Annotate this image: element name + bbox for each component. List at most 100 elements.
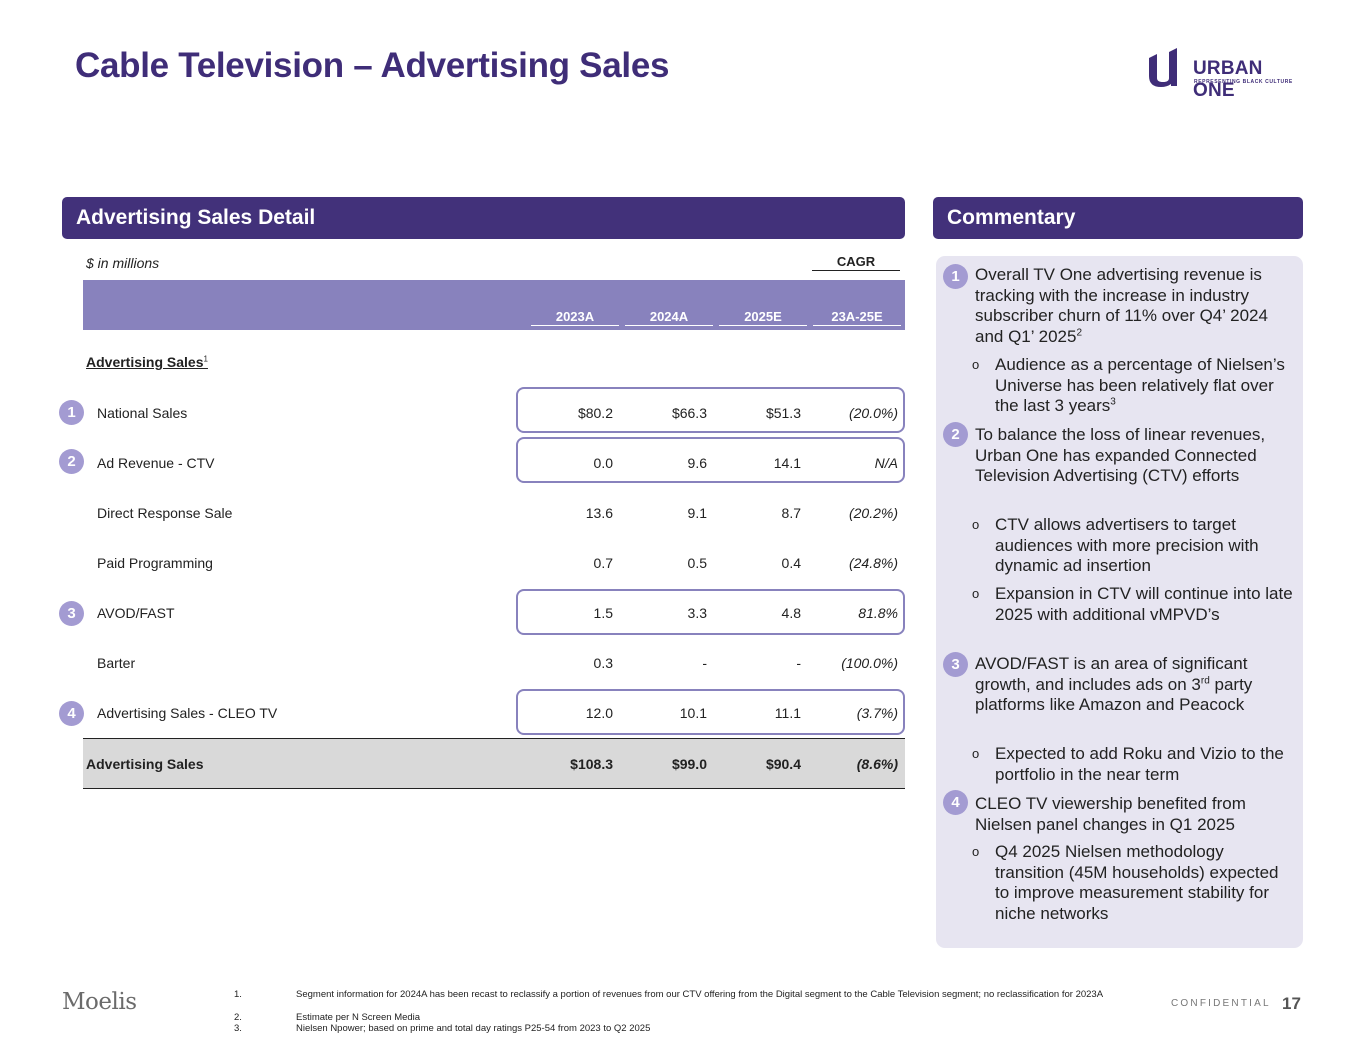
- cell-value: 9.1: [687, 505, 707, 521]
- highlight-box-national-sales: [516, 387, 905, 433]
- bullet-icon: o: [972, 586, 980, 601]
- cell-value: 0.0: [593, 455, 613, 471]
- commentary-subitem: o CTV allows advertisers to target audien…: [972, 515, 1259, 576]
- urban-one-logo: URBAN ONE REPRESENTING BLACK CULTURE: [1147, 48, 1307, 101]
- footnote-ref: 2: [1076, 327, 1083, 339]
- footnote-ref: 1: [203, 354, 208, 364]
- footnote-text: Nielsen Npower; based on prime and total…: [296, 1023, 651, 1034]
- column-header-band: [83, 280, 905, 330]
- page-number: 17: [1282, 994, 1301, 1013]
- cell-value: 13.6: [585, 505, 613, 521]
- moelis-logo: Moelis: [62, 989, 137, 1015]
- highlight-box-ctv: [516, 437, 905, 483]
- commentary-item: AVOD/FAST is an area of significant grow…: [975, 654, 1253, 715]
- total-value: $108.3: [570, 756, 613, 772]
- cell-value: 8.7: [781, 505, 801, 521]
- cell-value: 3.3: [687, 605, 707, 621]
- commentary-badge: 4: [943, 790, 968, 815]
- column-header-2024a: 2024A: [625, 309, 713, 326]
- row-label: Direct Response Sale: [97, 505, 233, 521]
- row-badge: 1: [59, 400, 84, 425]
- commentary-subitem: o Q4 2025 Nielsen methodology transition …: [972, 842, 1279, 924]
- commentary-item: To balance the loss of linear revenues, …: [975, 425, 1266, 486]
- cell-value: 0.7: [593, 555, 613, 571]
- commentary-subitem: o Audience as a percentage of Nielsen’s U…: [972, 355, 1285, 416]
- commentary-subitem: o Expansion in CTV will continue into lat…: [972, 584, 1293, 624]
- row-badge: 2: [59, 449, 84, 474]
- commentary-header: Commentary: [933, 197, 1303, 239]
- cell-value: 4.8: [781, 605, 801, 621]
- row-label: Advertising Sales - CLEO TV: [97, 705, 278, 721]
- row-label: Paid Programming: [97, 555, 213, 571]
- cell-value: -: [702, 655, 707, 671]
- row-badge: 3: [59, 601, 84, 626]
- footnote-number: 3.: [234, 1023, 242, 1034]
- cell-value-cagr: (100.0%): [841, 655, 898, 671]
- cell-value: 9.6: [687, 455, 707, 471]
- cell-value: 1.5: [593, 605, 613, 621]
- cell-value: 10.1: [679, 705, 707, 721]
- commentary-item: CLEO TV viewership benefited from Nielse…: [975, 794, 1246, 834]
- cell-value-cagr: (20.2%): [848, 505, 898, 521]
- footnote-ref: 3: [1110, 396, 1116, 408]
- cell-value: 11.1: [774, 705, 801, 721]
- cell-value-cagr: (24.8%): [848, 555, 898, 571]
- column-header-cagr: 23A-25E: [813, 309, 901, 326]
- cell-value: $51.3: [765, 405, 801, 421]
- cell-value: 0.5: [687, 555, 707, 571]
- cagr-label: CAGR: [812, 254, 900, 271]
- table-row: Barter 0.3 - - (100.0%): [83, 638, 905, 688]
- cell-value-cagr: 81.8%: [858, 605, 898, 621]
- total-value-cagr: (8.6%): [856, 756, 898, 772]
- row-label: AVOD/FAST: [97, 605, 175, 621]
- total-label: Advertising Sales: [86, 756, 204, 772]
- total-value: $99.0: [671, 756, 707, 772]
- column-header-2023a: 2023A: [531, 309, 619, 326]
- commentary-panel: [936, 256, 1303, 948]
- footnote-text: Segment information for 2024A has been r…: [296, 989, 1104, 1000]
- cell-value: 12.0: [585, 705, 613, 721]
- bullet-icon: o: [972, 844, 980, 859]
- table-row: Paid Programming 0.7 0.5 0.4 (24.8%): [83, 538, 905, 588]
- highlight-box-cleo: [516, 689, 905, 735]
- cell-value: 14.1: [773, 455, 801, 471]
- table-row: National Sales $80.2 $66.3 $51.3 (20.0%): [83, 388, 905, 438]
- page-title: Cable Television – Advertising Sales: [75, 46, 670, 85]
- commentary-badge: 3: [943, 652, 968, 677]
- table-row: Advertising Sales - CLEO TV 12.0 10.1 11…: [83, 688, 905, 738]
- cell-value: 0.4: [781, 555, 801, 571]
- logo-wordmark: URBAN ONE: [1193, 58, 1263, 101]
- cell-value: 0.3: [593, 655, 613, 671]
- column-header-2025e: 2025E: [719, 309, 807, 326]
- cell-value: -: [796, 655, 801, 671]
- cell-value: $66.3: [671, 405, 707, 421]
- table-row: Ad Revenue - CTV 0.0 9.6 14.1 N/A: [83, 438, 905, 488]
- advertising-sales-detail-header: Advertising Sales Detail: [62, 197, 905, 239]
- highlight-box-avod: [516, 589, 905, 635]
- cell-value-cagr: (20.0%): [848, 405, 898, 421]
- footnote-number: 1.: [234, 989, 242, 1000]
- total-value: $90.4: [765, 756, 801, 772]
- logo-tagline: REPRESENTING BLACK CULTURE: [1194, 79, 1293, 85]
- commentary-subitem: o Expected to add Roku and Vizio to the p…: [972, 744, 1284, 784]
- row-label: Ad Revenue - CTV: [97, 455, 215, 471]
- table-row: AVOD/FAST 1.5 3.3 4.8 81.8%: [83, 588, 905, 638]
- row-label: National Sales: [97, 405, 188, 421]
- confidential-label: CONFIDENTIAL: [1171, 998, 1271, 1009]
- cell-value-cagr: N/A: [874, 455, 898, 471]
- cell-value-cagr: (3.7%): [856, 705, 898, 721]
- bullet-icon: o: [972, 517, 980, 532]
- row-badge: 4: [59, 701, 84, 726]
- footnote-number: 2.: [234, 1012, 242, 1023]
- urban-one-logo-icon: [1149, 48, 1177, 87]
- commentary-item: Overall TV One advertising revenue is tr…: [975, 265, 1268, 347]
- bullet-icon: o: [972, 357, 980, 372]
- bullet-icon: o: [972, 746, 980, 761]
- row-label: Barter: [97, 655, 136, 671]
- footnote-text: Estimate per N Screen Media: [296, 1012, 421, 1023]
- total-row: Advertising Sales $108.3 $99.0 $90.4 (8.…: [83, 738, 905, 789]
- cell-value: $80.2: [577, 405, 613, 421]
- units-note: $ in millions: [86, 255, 160, 271]
- commentary-badge: 1: [943, 264, 968, 289]
- table-row: Direct Response Sale 13.6 9.1 8.7 (20.2%…: [83, 488, 905, 538]
